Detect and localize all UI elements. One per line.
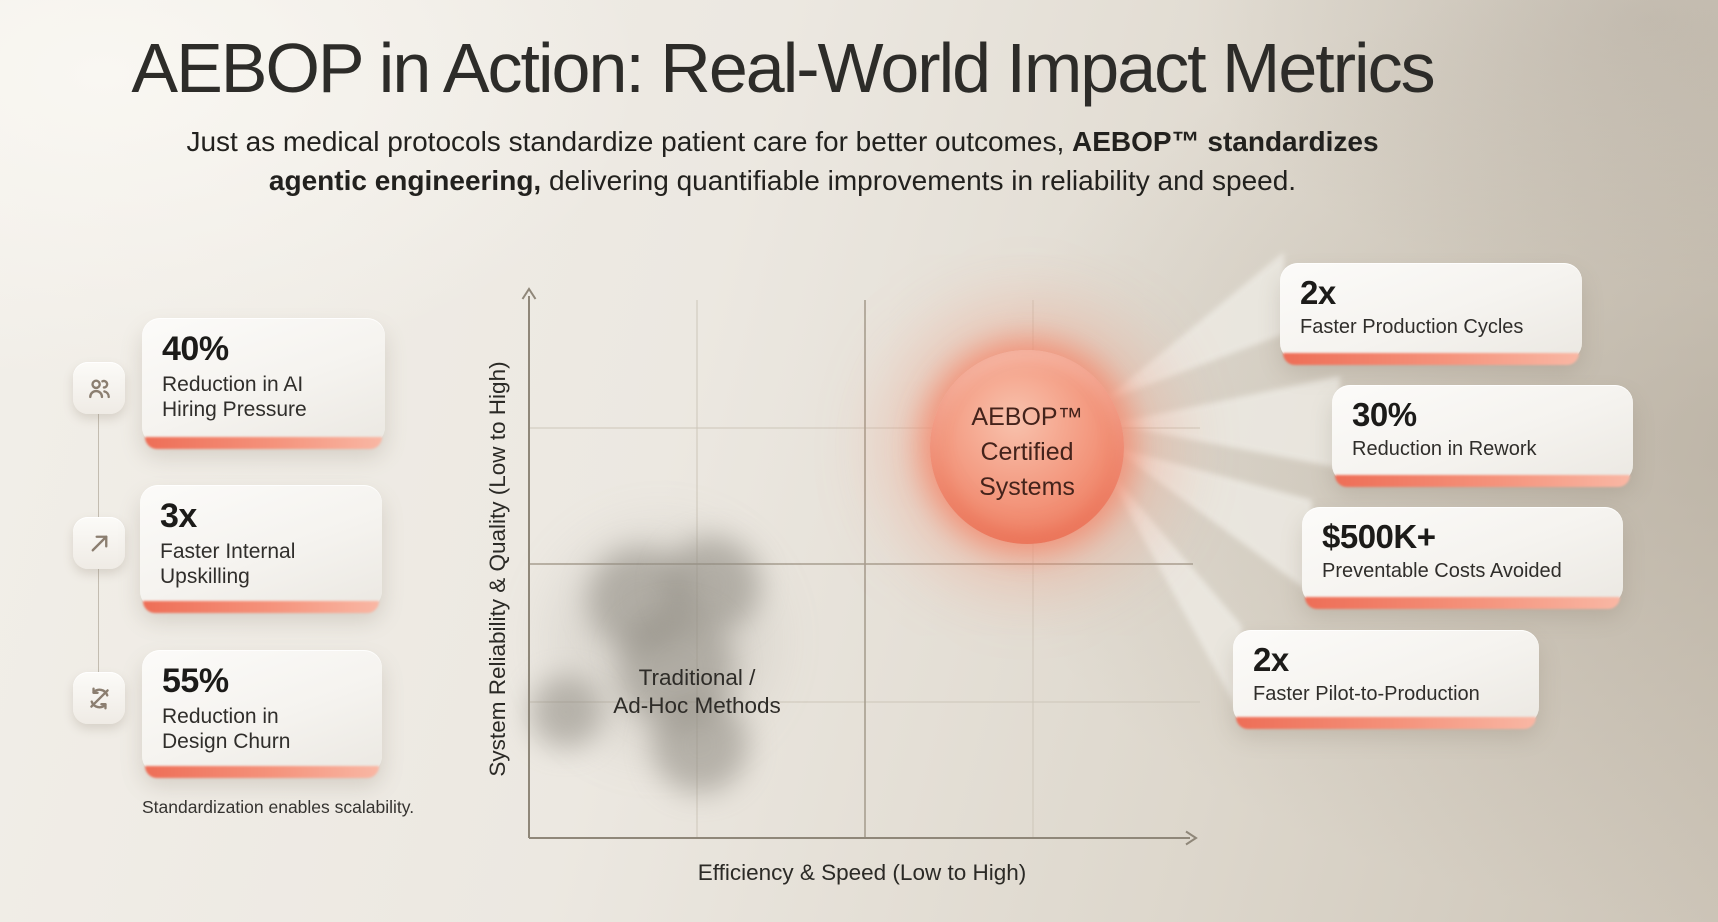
sync-off-icon — [73, 672, 125, 724]
metric-value: 55% — [162, 662, 229, 700]
x-axis-arrow — [1185, 830, 1198, 846]
bubble-line2: Certified — [980, 437, 1074, 466]
metric-label: Preventable Costs Avoided — [1322, 560, 1562, 582]
metric-card-costs-avoided: $500K+ Preventable Costs Avoided — [1302, 507, 1623, 605]
subtitle: Just as medical protocols standardize pa… — [0, 122, 1565, 200]
metric-label: Reduction in Design Churn — [162, 705, 291, 753]
metric-label: Faster Internal Upskilling — [160, 540, 296, 588]
metric-value: 3x — [160, 497, 197, 535]
metric-card-upskilling: 3x Faster Internal Upskilling — [140, 485, 382, 609]
y-axis-label: System Reliability & Quality (Low to Hig… — [485, 361, 510, 777]
footnote-caption: Standardization enables scalability. — [142, 797, 415, 817]
metric-value: 2x — [1300, 274, 1336, 311]
metric-label: Reduction in Rework — [1352, 438, 1537, 460]
aebop-bubble: AEBOP™ Certified Systems — [930, 350, 1124, 544]
cluster-label: Traditional / Ad-Hoc Methods — [572, 664, 822, 720]
page-title: AEBOP in Action: Real-World Impact Metri… — [131, 29, 1435, 107]
bubble-line1: AEBOP™ — [971, 402, 1083, 431]
users-icon — [73, 362, 125, 414]
metric-label: Faster Production Cycles — [1300, 316, 1524, 338]
cluster-label-line1: Traditional / — [638, 665, 756, 690]
header: AEBOP in Action: Real-World Impact Metri… — [0, 28, 1565, 200]
metric-value: 2x — [1253, 641, 1289, 678]
metric-label: Faster Pilot-to-Production — [1253, 683, 1480, 705]
cluster-blob — [652, 697, 748, 793]
metric-value: 30% — [1352, 396, 1417, 433]
subtitle-line2: agentic engineering, delivering quantifi… — [268, 165, 1297, 196]
metric-card-design-churn: 55% Reduction in Design Churn — [142, 650, 382, 774]
cluster-label-line2: Ad-Hoc Methods — [613, 693, 781, 718]
metric-card-rework: 30% Reduction in Rework — [1332, 385, 1633, 483]
metric-value: 40% — [162, 330, 229, 368]
subtitle-line1: Just as medical protocols standardize pa… — [186, 126, 1379, 157]
x-axis-label: Efficiency & Speed (Low to High) — [697, 860, 1027, 885]
metric-card-hiring: 40% Reduction in AI Hiring Pressure — [142, 318, 385, 445]
cluster-blob — [530, 676, 602, 748]
metric-value: $500K+ — [1322, 518, 1436, 555]
metric-card-pilot-to-production: 2x Faster Pilot-to-Production — [1233, 630, 1539, 725]
metric-card-production-cycles: 2x Faster Production Cycles — [1280, 263, 1582, 361]
arrow-up-right-icon — [73, 517, 125, 569]
bubble-line3: Systems — [979, 472, 1075, 501]
metric-label: Reduction in AI Hiring Pressure — [162, 373, 307, 421]
y-axis-arrow — [521, 287, 537, 300]
